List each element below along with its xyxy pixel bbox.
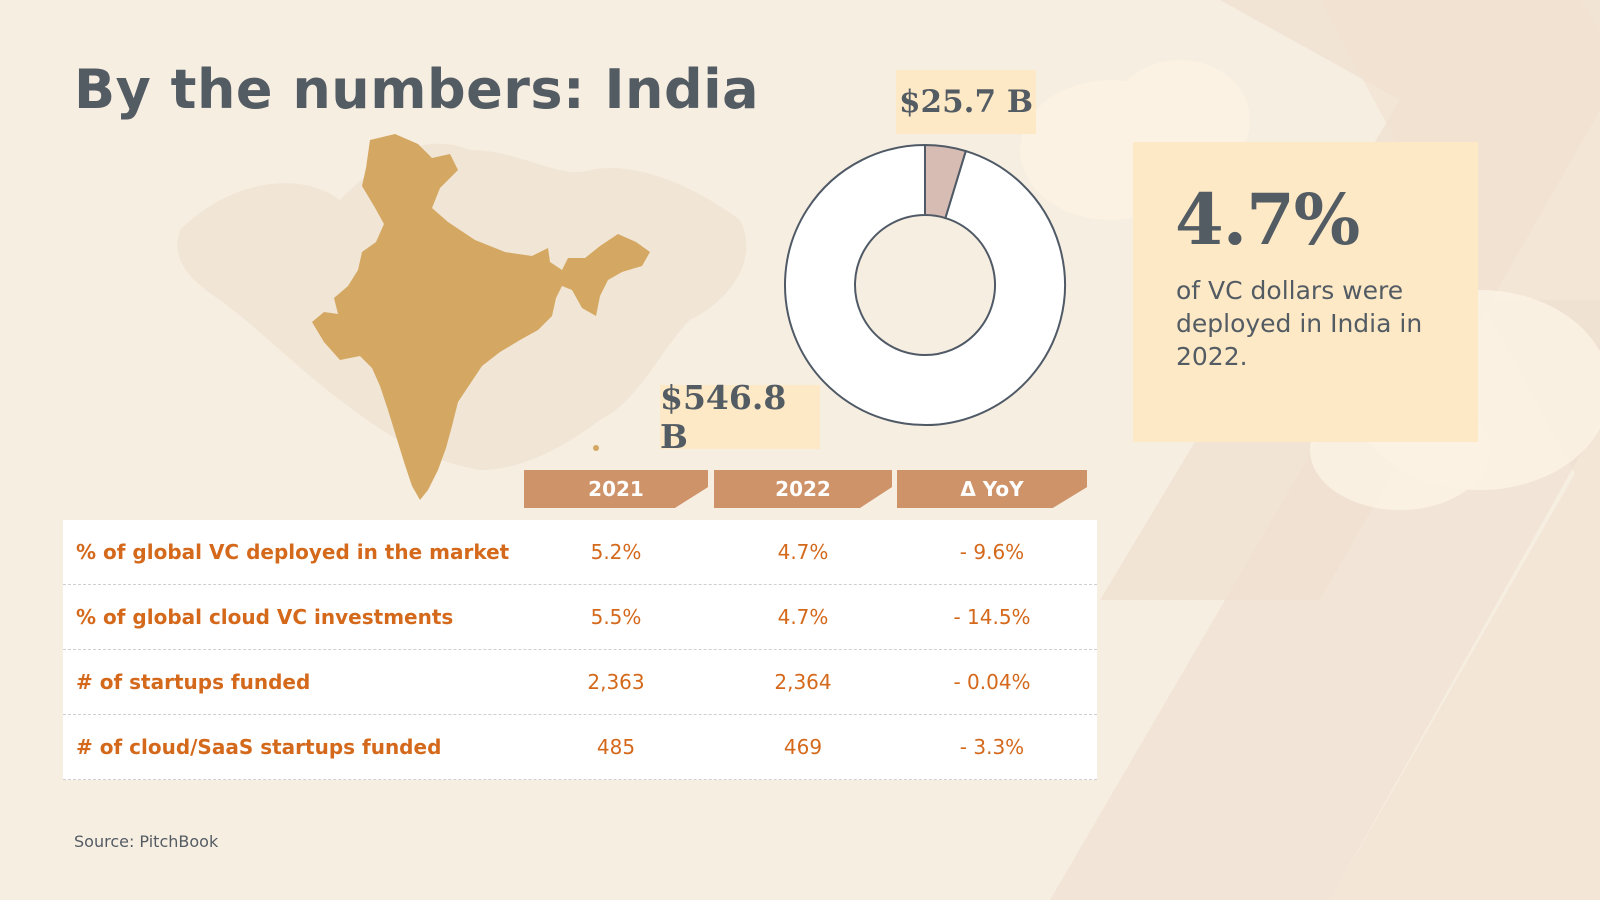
- cell-2022: 4.7%: [777, 540, 829, 564]
- cell-yoy: - 14.5%: [953, 605, 1031, 629]
- cell-yoy: - 9.6%: [959, 540, 1025, 564]
- stat-card: 4.7% of VC dollars were deployed in Indi…: [1133, 142, 1478, 442]
- cell-2022: 469: [783, 735, 823, 759]
- stat-description: of VC dollars were deployed in India in …: [1176, 276, 1423, 371]
- source-note: Source: PitchBook: [74, 832, 219, 851]
- cell-yoy: - 3.3%: [959, 735, 1025, 759]
- india-vc-label: $25.7 B: [896, 70, 1036, 134]
- india-map-icon: [312, 134, 650, 500]
- page-title: By the numbers: India: [74, 58, 760, 121]
- column-header-2022: 2022: [714, 470, 892, 508]
- column-header-yoy: Δ YoY: [897, 470, 1087, 508]
- cell-2022: 4.7%: [777, 605, 829, 629]
- india-map-shape: [312, 134, 650, 500]
- donut-marks: [784, 143, 1066, 426]
- cell-2021: 485: [596, 735, 636, 759]
- row-label: # of cloud/SaaS startups funded: [76, 735, 442, 759]
- donut-chart: [784, 143, 1066, 426]
- table-row: % of global VC deployed in the market 5.…: [63, 520, 1097, 585]
- table-row: % of global cloud VC investments 5.5% 4.…: [63, 585, 1097, 650]
- india-island-dot: [593, 445, 599, 451]
- donut-slice-global: [784, 143, 1066, 426]
- cell-yoy: - 0.04%: [953, 670, 1031, 694]
- row-label: % of global VC deployed in the market: [76, 540, 510, 564]
- table-row: # of startups funded 2,363 2,364 - 0.04%: [63, 650, 1097, 715]
- data-table: % of global VC deployed in the market 5.…: [63, 520, 1097, 780]
- global-vc-label: $546.8 B: [660, 378, 820, 456]
- row-label: # of startups funded: [76, 670, 311, 694]
- donut-slice-india: [924, 143, 967, 220]
- cell-2022: 2,364: [774, 670, 832, 694]
- cell-2021: 2,363: [587, 670, 645, 694]
- cell-2021: 5.2%: [590, 540, 642, 564]
- row-label: % of global cloud VC investments: [76, 605, 454, 629]
- cell-2021: 5.5%: [590, 605, 642, 629]
- table-row: # of cloud/SaaS startups funded 485 469 …: [63, 715, 1097, 780]
- stat-value: 4.7%: [1175, 178, 1360, 261]
- column-header-2021: 2021: [524, 470, 708, 508]
